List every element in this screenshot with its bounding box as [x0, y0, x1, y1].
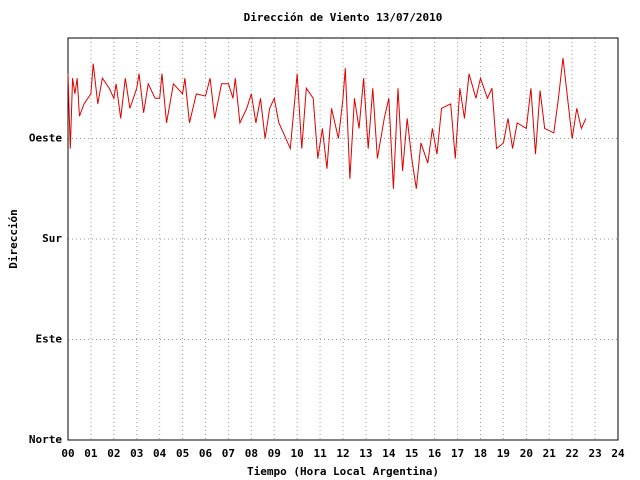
data-line [67, 58, 587, 189]
x-tick-label: 12 [336, 447, 349, 460]
y-axis-label: Dirección [7, 209, 20, 269]
y-tick-label: Oeste [29, 132, 62, 145]
x-tick-label: 11 [313, 447, 327, 460]
x-tick-label: 09 [268, 447, 281, 460]
y-tick-label: Norte [29, 433, 62, 446]
x-tick-label: 24 [611, 447, 625, 460]
x-tick-label: 22 [566, 447, 579, 460]
x-tick-label: 16 [428, 447, 442, 460]
x-tick-label: 10 [291, 447, 304, 460]
x-axis-label: Tiempo (Hora Local Argentina) [247, 465, 439, 478]
x-tick-label: 07 [222, 447, 235, 460]
x-tick-label: 04 [153, 447, 167, 460]
x-tick-label: 00 [61, 447, 74, 460]
y-tick-label: Sur [42, 232, 62, 245]
x-tick-label: 15 [405, 447, 418, 460]
x-tick-label: 13 [359, 447, 372, 460]
x-tick-label: 21 [543, 447, 557, 460]
chart-title: Dirección de Viento 13/07/2010 [244, 11, 443, 24]
y-tick-label: Este [36, 333, 63, 346]
plot-border [67, 37, 619, 441]
x-tick-label: 01 [84, 447, 98, 460]
x-tick-label: 20 [520, 447, 533, 460]
x-tick-label: 19 [497, 447, 510, 460]
x-tick-label: 18 [474, 447, 487, 460]
x-tick-label: 14 [382, 447, 396, 460]
x-tick-label: 23 [588, 447, 601, 460]
x-tick-label: 05 [176, 447, 189, 460]
x-tick-label: 17 [451, 447, 464, 460]
x-tick-label: 03 [130, 447, 143, 460]
x-tick-label: 08 [245, 447, 258, 460]
x-tick-label: 02 [107, 447, 120, 460]
x-tick-label: 06 [199, 447, 213, 460]
